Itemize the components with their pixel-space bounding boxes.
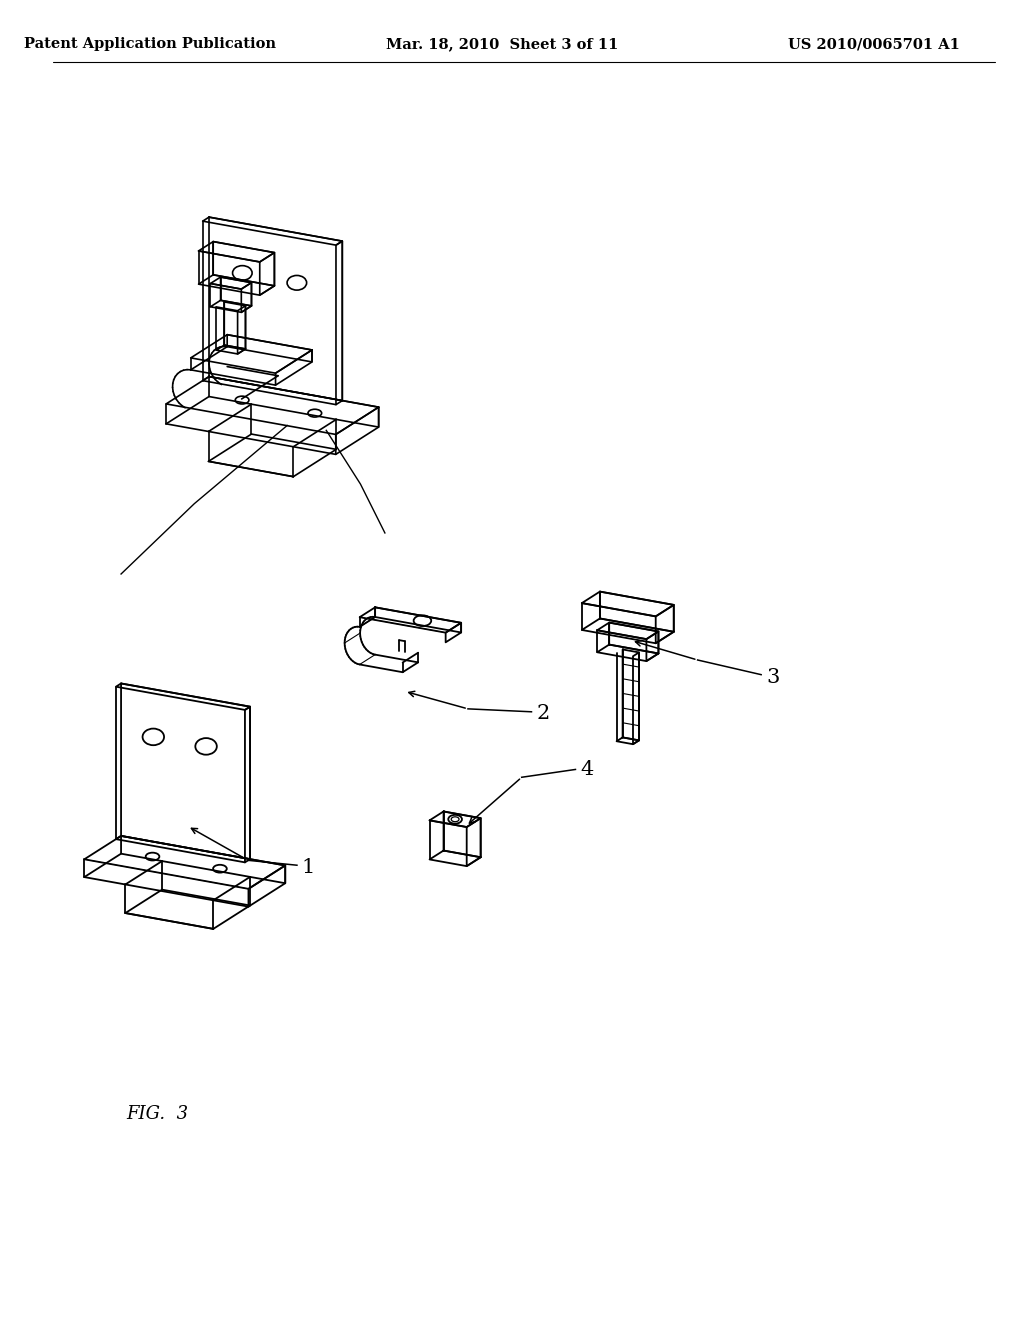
Text: US 2010/0065701 A1: US 2010/0065701 A1 [787,37,959,51]
Text: Patent Application Publication: Patent Application Publication [25,37,276,51]
Text: FIG.  3: FIG. 3 [126,1105,188,1123]
Text: 4: 4 [581,760,594,779]
Text: 2: 2 [537,705,550,723]
Text: Mar. 18, 2010  Sheet 3 of 11: Mar. 18, 2010 Sheet 3 of 11 [386,37,618,51]
Text: 3: 3 [766,668,779,688]
Text: 1: 1 [302,858,315,876]
